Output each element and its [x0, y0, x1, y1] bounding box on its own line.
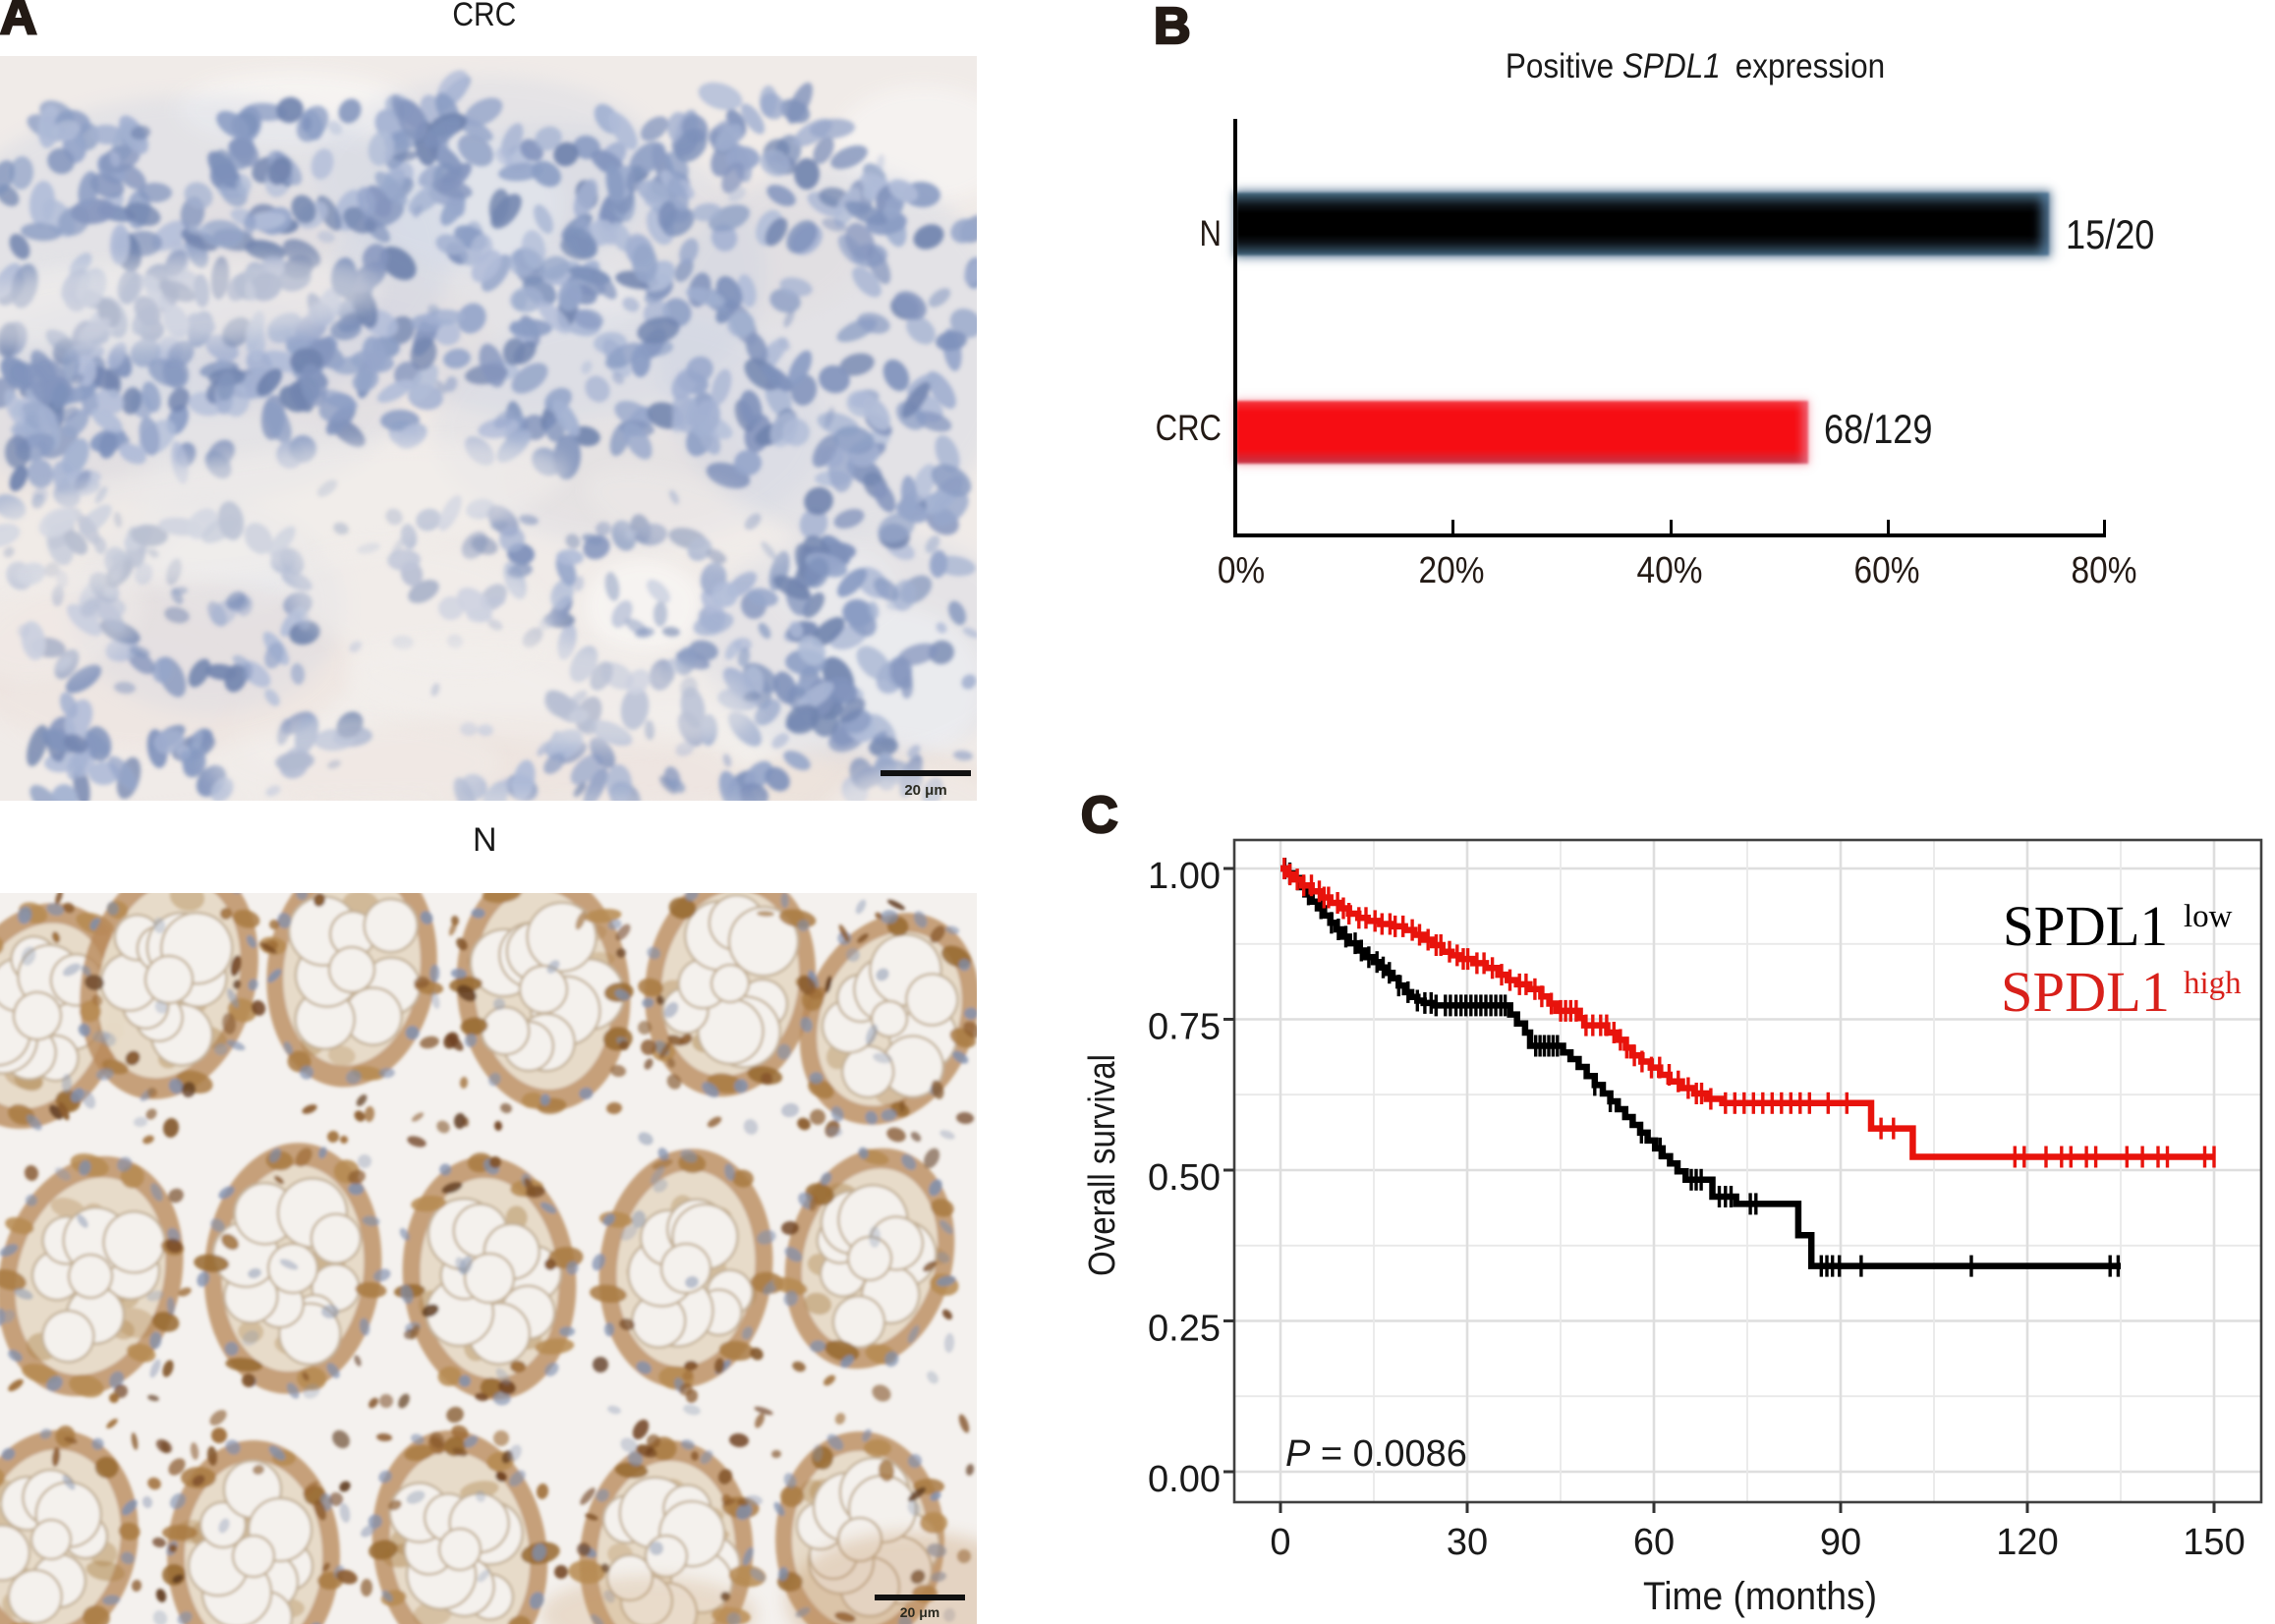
svg-text:0: 0	[1270, 1522, 1290, 1563]
svg-text:20 μm: 20 μm	[900, 1604, 939, 1620]
svg-text:90: 90	[1820, 1522, 1861, 1563]
svg-text:20 μm: 20 μm	[904, 782, 946, 799]
svg-text:P = 0.0086: P = 0.0086	[1285, 1433, 1467, 1475]
svg-text:60: 60	[1633, 1522, 1675, 1563]
svg-text:high: high	[2184, 966, 2242, 1001]
svg-text:30: 30	[1447, 1522, 1488, 1563]
svg-text:120: 120	[1996, 1522, 2058, 1563]
svg-text:Time (months): Time (months)	[1643, 1575, 1877, 1618]
svg-text:SPDL1: SPDL1	[2003, 894, 2168, 958]
svg-text:Overall survival: Overall survival	[1082, 1054, 1123, 1276]
svg-text:1.00: 1.00	[1148, 856, 1221, 897]
svg-text:0.25: 0.25	[1148, 1309, 1221, 1350]
svg-text:SPDL1: SPDL1	[2001, 960, 2170, 1024]
svg-text:0.00: 0.00	[1148, 1459, 1221, 1500]
svg-text:low: low	[2184, 899, 2233, 934]
svg-text:0.50: 0.50	[1148, 1157, 1221, 1199]
svg-text:0.75: 0.75	[1148, 1007, 1221, 1048]
svg-text:150: 150	[2183, 1522, 2245, 1563]
